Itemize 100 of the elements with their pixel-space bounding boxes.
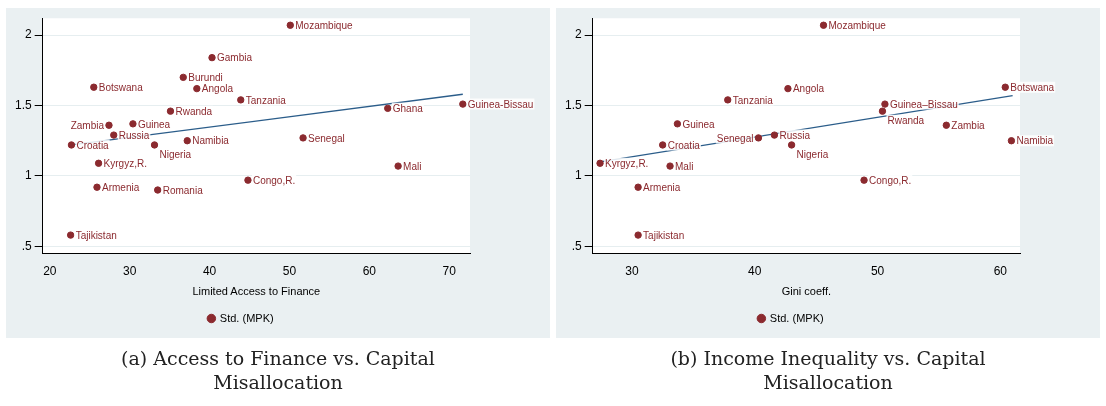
- x-tick-label: 30: [123, 263, 137, 278]
- text: (a) Access to Finance vs. Capital Misallocation: [120, 346, 436, 394]
- x-tick-label: 40: [748, 263, 762, 278]
- annotation: Botswana: [98, 81, 144, 93]
- point: [634, 231, 642, 239]
- x-tick-label: 40: [202, 263, 217, 278]
- point: [384, 104, 392, 113]
- x-tick-label: 60: [362, 263, 377, 278]
- annotation: Tanzania: [732, 94, 774, 106]
- annotation: Mozambique: [295, 19, 353, 31]
- annotation: Russia: [118, 129, 150, 141]
- text: (b) Income Inequality vs. Capital Misallocation: [669, 346, 987, 394]
- point: [150, 141, 159, 149]
- point: [658, 141, 667, 149]
- x-tick-label: 50: [870, 263, 885, 278]
- y-tick-label: 2: [574, 27, 582, 42]
- annotation: Gambia: [217, 52, 253, 64]
- annotation: Kyrgyz,R.: [103, 158, 147, 170]
- annotation: Ghana: [392, 103, 424, 115]
- annotation: Armenia: [643, 181, 681, 193]
- point: [286, 21, 294, 29]
- annotation: Senegal: [716, 132, 754, 144]
- point: [770, 131, 779, 139]
- point: [110, 131, 118, 139]
- point: [93, 183, 101, 191]
- annotation: Kyrgyz,R.: [605, 158, 649, 170]
- annotation: Tanzania: [245, 94, 287, 106]
- x-axis-title: Limited Access to Finance: [192, 285, 321, 298]
- annotation: Armenia: [102, 181, 140, 193]
- y-tick-label: 1: [574, 168, 582, 183]
- y-tick-label: 2: [24, 27, 32, 42]
- annotation: Nigeria: [159, 148, 192, 160]
- point: [881, 100, 889, 108]
- point: [819, 21, 828, 29]
- annotation: Guinea-Bissau: [467, 98, 534, 110]
- annotation: Zambia: [70, 119, 105, 131]
- x-tick-label: 70: [442, 263, 457, 278]
- annotation: Senegal: [308, 132, 345, 144]
- point: [237, 96, 245, 104]
- point: [724, 96, 732, 104]
- annotation: Tajikistan: [643, 229, 685, 241]
- legend-label: Std. (MPK): [219, 311, 274, 324]
- x-axis-title: Gini coeff.: [781, 285, 831, 298]
- annotation: Botswana: [1010, 81, 1055, 93]
- annotation: Congo,R.: [869, 174, 912, 186]
- annotation: Zambia: [951, 119, 986, 131]
- annotation: Tajikistan: [75, 229, 117, 241]
- point: [66, 231, 75, 239]
- annotation: Rwanda: [175, 105, 213, 117]
- point: [860, 176, 868, 184]
- y-tick-label: .5: [21, 238, 32, 253]
- point: [942, 121, 951, 129]
- point: [1007, 137, 1016, 145]
- point: [90, 83, 98, 91]
- point: [666, 162, 674, 170]
- point: [244, 176, 252, 184]
- annotation: Russia: [779, 129, 811, 141]
- point: [1001, 83, 1009, 91]
- annotation: Guinea–Bissau: [889, 98, 958, 110]
- x-tick-label: 60: [993, 263, 1008, 278]
- point: [154, 186, 162, 194]
- annotation: Rwanda: [887, 114, 925, 126]
- point: [179, 73, 187, 82]
- annotation: Nigeria: [796, 148, 829, 160]
- annotation: Mozambique: [828, 19, 887, 31]
- point: [183, 137, 191, 145]
- annotation: Romania: [162, 184, 204, 196]
- point: [459, 100, 467, 108]
- point: [105, 121, 113, 129]
- point: [673, 120, 682, 128]
- annotation: Namibia: [1016, 135, 1054, 147]
- y-tick-label: .5: [571, 238, 582, 253]
- x-tick-label: 20: [43, 263, 57, 278]
- y-tick-label: 1.5: [14, 97, 32, 112]
- x-tick-label: 30: [625, 263, 639, 278]
- point: [208, 53, 216, 62]
- point: [394, 162, 402, 170]
- annotation: Mali: [675, 160, 694, 172]
- point: [754, 134, 763, 142]
- point: [94, 159, 103, 167]
- point: [193, 84, 201, 93]
- x-tick-label: 50: [282, 263, 297, 278]
- annotation: Croatia: [667, 139, 701, 151]
- point: [299, 134, 307, 142]
- annotation: Congo,R.: [252, 174, 296, 186]
- point: [784, 84, 792, 93]
- point: [129, 120, 137, 128]
- annotation: Angola: [792, 83, 825, 95]
- annotation: Burundi: [188, 72, 223, 84]
- annotation: Croatia: [76, 139, 110, 151]
- point: [67, 141, 76, 149]
- y-tick-label: 1: [24, 168, 32, 183]
- annotation: Guinea: [137, 118, 171, 130]
- point: [634, 183, 642, 191]
- point: [596, 159, 604, 167]
- point: [878, 107, 887, 115]
- annotation: Angola: [201, 83, 234, 95]
- annotation: Namibia: [192, 135, 230, 147]
- point: [787, 141, 796, 149]
- annotation: Mali: [403, 160, 422, 172]
